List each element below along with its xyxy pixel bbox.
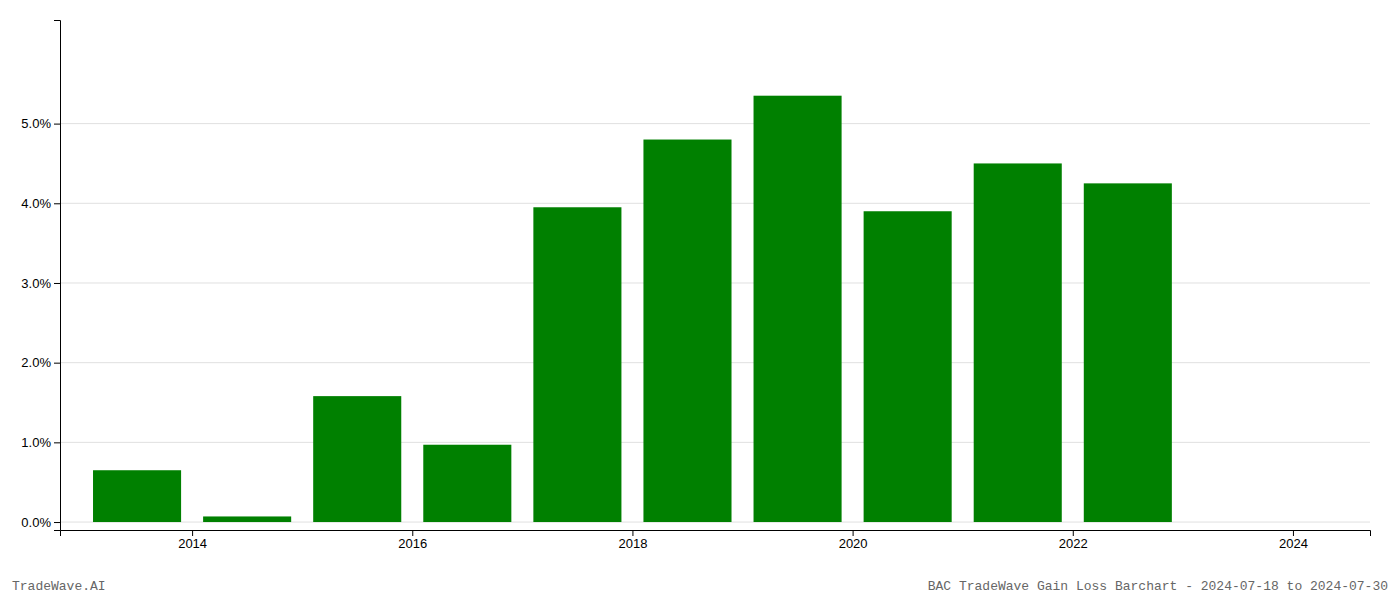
y-tick: 3.0% [21,276,60,291]
grid-line [60,123,1370,124]
y-tick-mark [54,442,60,443]
bar [93,470,181,522]
y-axis-line [54,21,61,531]
bar [533,207,621,522]
x-axis: 2014 2016 2018 2020 2022 2024 [61,530,1371,551]
chart: 0.0% 1.0% 2.0% 3.0% 4.0% 5.0% 2014 2016 2018 2020… [0,0,1400,600]
y-tick-label: 5.0% [21,116,51,131]
x-tick-mark [632,530,633,536]
y-tick-mark [54,124,60,125]
y-tick: 0.0% [21,515,60,530]
bar [1084,183,1172,522]
x-tick: 2016 [398,530,427,551]
x-tick-label: 2018 [618,536,647,551]
x-tick: 2022 [1059,530,1088,551]
x-tick-label: 2014 [178,536,207,551]
x-tick-label: 2022 [1059,536,1088,551]
y-tick-label: 4.0% [21,196,51,211]
y-tick: 4.0% [21,196,60,211]
y-tick-mark [54,283,60,284]
x-tick: 2014 [178,530,207,551]
bar [423,445,511,522]
grid [60,124,1370,522]
x-tick: 2020 [839,530,868,551]
y-tick-label: 3.0% [21,276,51,291]
x-tick-mark [853,530,854,536]
x-tick-mark [412,530,413,536]
x-tick: 2024 [1279,530,1308,551]
bar [754,96,842,522]
x-tick-mark [192,530,193,536]
x-tick: 2018 [618,530,647,551]
footer-left: TradeWave.AI [12,579,106,594]
bar [643,140,731,523]
y-tick-label: 2.0% [21,355,51,370]
x-axis-line [61,531,1371,537]
y-tick-mark [54,363,60,364]
x-tick-label: 2024 [1279,536,1308,551]
bar [203,516,291,522]
x-tick-label: 2020 [839,536,868,551]
y-tick: 1.0% [21,435,60,450]
y-tick-label: 1.0% [21,435,51,450]
y-axis: 0.0% 1.0% 2.0% 3.0% 4.0% 5.0% [21,21,60,531]
bar [864,211,952,522]
x-tick-label: 2016 [398,536,427,551]
footer-right: BAC TradeWave Gain Loss Barchart - 2024-… [928,579,1388,594]
plot-area [93,96,1172,522]
x-tick-mark [1073,530,1074,536]
bar [974,163,1062,522]
bar [313,396,401,522]
y-tick-mark [54,203,60,204]
y-tick: 5.0% [21,116,60,131]
x-tick-mark [1293,530,1294,536]
y-tick-mark [54,522,60,523]
y-tick: 2.0% [21,355,60,370]
y-tick-label: 0.0% [21,515,51,530]
